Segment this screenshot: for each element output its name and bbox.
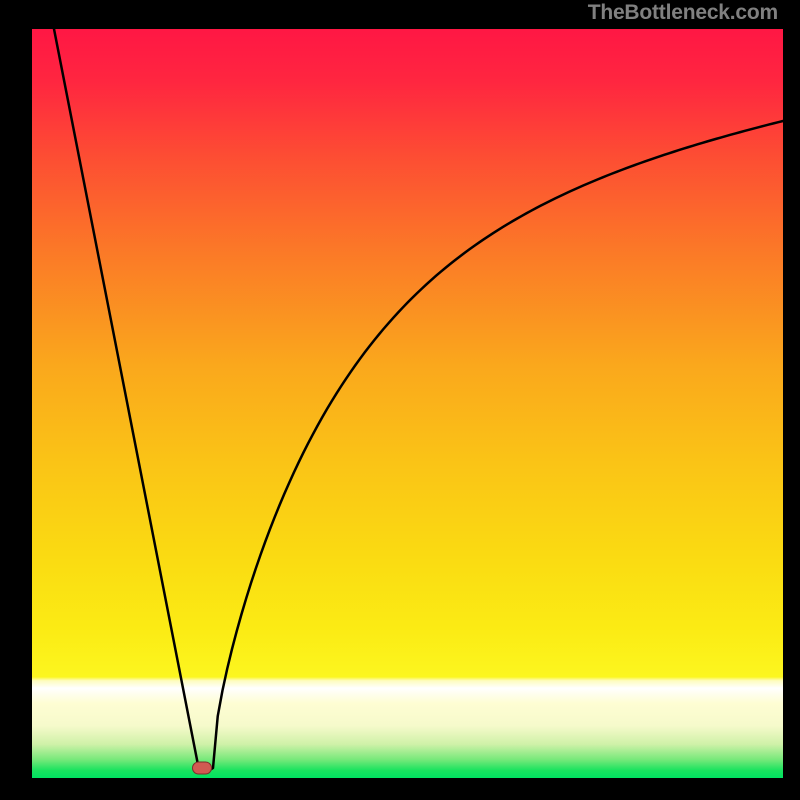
optimal-point-marker bbox=[193, 762, 212, 774]
plot-background bbox=[32, 29, 783, 778]
watermark-text: TheBottleneck.com bbox=[588, 1, 778, 25]
bottleneck-chart bbox=[0, 0, 800, 800]
chart-container bbox=[0, 0, 800, 800]
